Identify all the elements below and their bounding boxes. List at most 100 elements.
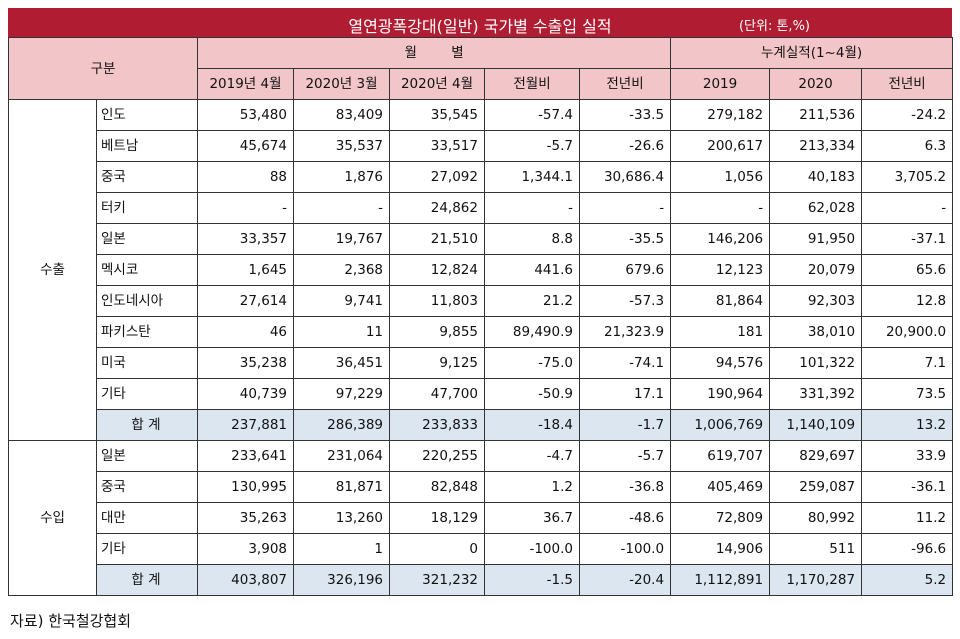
value-cell: - (484, 192, 580, 224)
value-cell: 53,480 (197, 99, 294, 131)
country-label: 기타 (96, 533, 198, 565)
table-title: 열연광폭강대(일반) 국가별 수출입 실적 (348, 17, 612, 36)
value-cell: 83,409 (293, 99, 390, 131)
value-cell: 21.2 (484, 285, 580, 317)
total-value-cell: -1.5 (484, 564, 580, 596)
value-cell: 81,871 (293, 471, 390, 503)
value-cell: - (670, 192, 771, 224)
value-cell: 17.1 (578, 378, 672, 410)
total-value-cell: 233,833 (389, 409, 485, 441)
table-row: 대만 35,263 13,260 18,129 36.7 -48.6 72,809 80,99… (9, 502, 954, 534)
trade-table: 구분 월 별 누계실적(1~4월) 2019년 4월 2020년 3월 2020… (8, 37, 954, 596)
value-cell: 94,576 (670, 347, 771, 379)
value-cell: 331,392 (769, 378, 863, 410)
value-cell: 97,229 (293, 378, 390, 410)
total-row: 합 계 403,807 326,196 321,232 -1.5 -20.4 1,112,8… (9, 564, 954, 596)
value-cell: 146,206 (670, 223, 771, 255)
value-cell: 45,674 (197, 130, 294, 162)
table-row: 미국 35,238 36,451 9,125 -75.0 -74.1 94,576 101,3… (9, 347, 954, 379)
value-cell: 619,707 (670, 440, 771, 472)
value-cell: 130,995 (197, 471, 294, 503)
value-cell: 33.9 (861, 440, 954, 472)
table-body: 수출 인도 53,480 83,409 35,545 -57.4 -33.5 279,182 2… (8, 99, 954, 596)
value-cell: 21,510 (389, 223, 485, 255)
value-cell: 82,848 (389, 471, 485, 503)
country-label: 대만 (96, 502, 198, 534)
value-cell: 46 (197, 316, 294, 348)
value-cell: 18,129 (389, 502, 485, 534)
value-cell: 101,322 (769, 347, 863, 379)
table-row: 수출 인도 53,480 83,409 35,545 -57.4 -33.5 279,182 2… (8, 99, 954, 441)
total-value-cell: 1,140,109 (769, 409, 863, 441)
col-header: 2020년 4월 (389, 68, 485, 100)
value-cell: 36,451 (293, 347, 390, 379)
value-cell: 27,614 (197, 285, 294, 317)
value-cell: 27,092 (389, 161, 485, 193)
value-cell: 91,950 (769, 223, 863, 255)
section-label: 수출 (8, 99, 97, 441)
table-row: 멕시코 1,645 2,368 12,824 441.6 679.6 12,123 20,07… (9, 254, 954, 286)
value-cell: 1,645 (197, 254, 294, 286)
value-cell: -74.1 (578, 347, 672, 379)
value-cell: 231,064 (293, 440, 390, 472)
country-label: 미국 (96, 347, 198, 379)
value-cell: 12,824 (389, 254, 485, 286)
value-cell: -100.0 (484, 533, 580, 565)
table-row: 일본 33,357 19,767 21,510 8.8 -35.5 146,206 91,95… (9, 223, 954, 255)
total-value-cell: 13.2 (861, 409, 954, 441)
col-header: 전년비 (861, 68, 954, 100)
total-value-cell: -20.4 (578, 564, 672, 596)
value-cell: -24.2 (861, 99, 954, 131)
value-cell: 829,697 (769, 440, 863, 472)
value-cell: 2,368 (293, 254, 390, 286)
table-row: 중국 130,995 81,871 82,848 1.2 -36.8 405,469 259,… (9, 471, 954, 503)
value-cell: 20,900.0 (861, 316, 954, 348)
value-cell: 1,056 (670, 161, 771, 193)
value-cell: 181 (670, 316, 771, 348)
col-header: 전월비 (484, 68, 580, 100)
value-cell: 88 (197, 161, 294, 193)
value-cell: - (578, 192, 672, 224)
value-cell: - (293, 192, 390, 224)
value-cell: 1 (293, 533, 390, 565)
value-cell: 24,862 (389, 192, 485, 224)
title-bar: 열연광폭강대(일반) 국가별 수출입 실적 (단위: 톤,%) (8, 8, 952, 37)
total-row: 합 계 237,881 286,389 233,833 -18.4 -1.7 1,006,7… (9, 409, 954, 441)
column-header-row: 2019년 4월 2020년 3월 2020년 4월 전월비 전년비 2019 … (9, 68, 954, 100)
value-cell: -33.5 (578, 99, 672, 131)
value-cell: 19,767 (293, 223, 390, 255)
country-label: 베트남 (96, 130, 198, 162)
value-cell: 30,686.4 (578, 161, 672, 193)
country-label: 인도네시아 (96, 285, 198, 317)
value-cell: 1,344.1 (484, 161, 580, 193)
col-header: 2019년 4월 (197, 68, 294, 100)
total-value-cell: -1.7 (578, 409, 672, 441)
value-cell: - (197, 192, 294, 224)
table-row: 파키스탄 46 11 9,855 89,490.9 21,323.9 181 38,010 20… (9, 316, 954, 348)
country-label: 일본 (96, 223, 198, 255)
value-cell: -100.0 (578, 533, 672, 565)
value-cell: 1,876 (293, 161, 390, 193)
value-cell: 3,705.2 (861, 161, 954, 193)
total-value-cell: 1,112,891 (670, 564, 771, 596)
value-cell: -57.3 (578, 285, 672, 317)
header-monthly: 월 별 (196, 37, 672, 69)
value-cell: 190,964 (670, 378, 771, 410)
col-header: 2020년 3월 (293, 68, 390, 100)
value-cell: 92,303 (769, 285, 863, 317)
source-note: 자료) 한국철강협회 (10, 612, 132, 630)
country-label: 중국 (96, 471, 198, 503)
value-cell: 38,010 (769, 316, 863, 348)
value-cell: 12,123 (670, 254, 771, 286)
value-cell: 11 (293, 316, 390, 348)
value-cell: 511 (769, 533, 863, 565)
value-cell: 13,260 (293, 502, 390, 534)
value-cell: 8.8 (484, 223, 580, 255)
value-cell: 47,700 (389, 378, 485, 410)
value-cell: 405,469 (670, 471, 771, 503)
value-cell: -96.6 (861, 533, 954, 565)
value-cell: 259,087 (769, 471, 863, 503)
value-cell: 62,028 (769, 192, 863, 224)
value-cell: 0 (389, 533, 485, 565)
value-cell: 11,803 (389, 285, 485, 317)
